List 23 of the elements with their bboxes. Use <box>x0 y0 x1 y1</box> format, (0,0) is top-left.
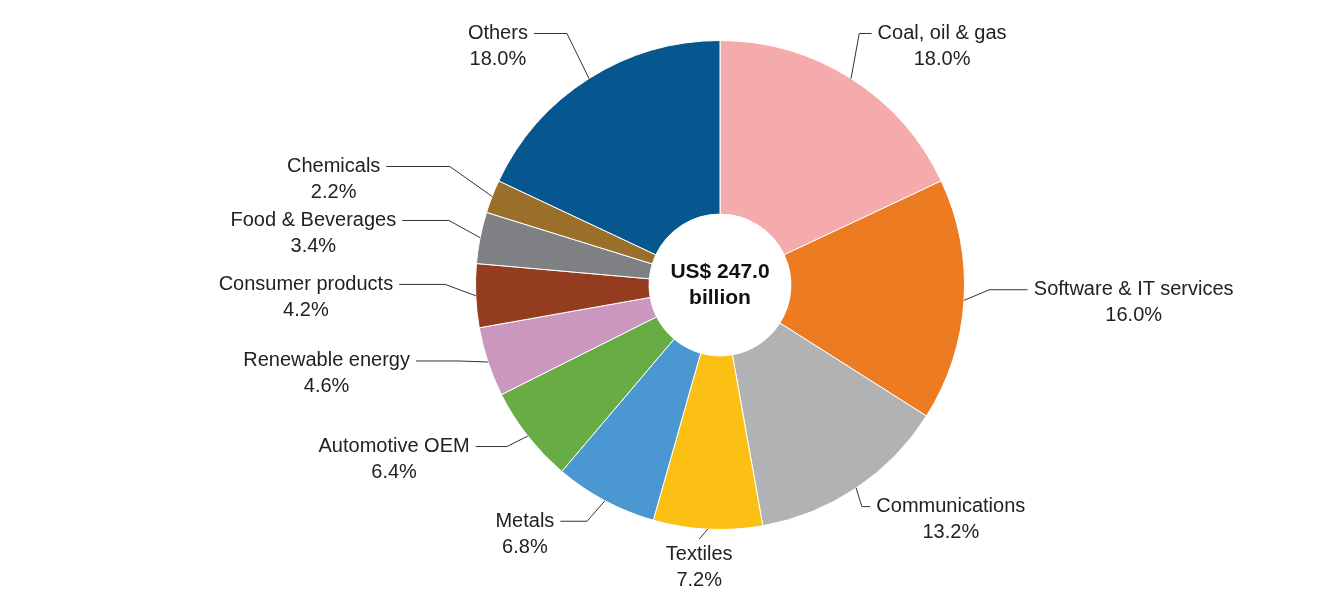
slice-label: Coal, oil & gas <box>877 20 1007 43</box>
slice-label: Renewable energy <box>243 348 410 371</box>
data-label: 4.2% <box>283 297 329 320</box>
data-label: 6.8% <box>502 534 548 557</box>
slice-label: Textiles <box>665 541 733 564</box>
text: US$ 247.0 billion <box>670 258 770 308</box>
data-label: 7.2% <box>676 567 723 590</box>
data-label: 3.4% <box>290 234 337 257</box>
slice-label: Software & IT services <box>1033 277 1234 300</box>
data-label: 18.0% <box>469 46 527 69</box>
data-label: 2.2% <box>310 180 357 203</box>
data-label: 13.2% <box>922 520 980 543</box>
data-label: 18.0% <box>913 46 971 69</box>
data-label: 16.0% <box>1105 303 1163 326</box>
slice-label: Metals <box>495 508 555 531</box>
slice-label: Consumer products <box>218 271 394 294</box>
slice-label: Chemicals <box>286 154 381 177</box>
slice-label: Automotive OEM <box>318 434 470 457</box>
data-label: 4.6% <box>303 374 350 397</box>
data-label: 6.4% <box>371 460 418 483</box>
slice-label: Food & Beverages <box>230 208 397 231</box>
slice-label: Communications <box>876 494 1026 517</box>
slice-label: Others <box>467 20 528 43</box>
